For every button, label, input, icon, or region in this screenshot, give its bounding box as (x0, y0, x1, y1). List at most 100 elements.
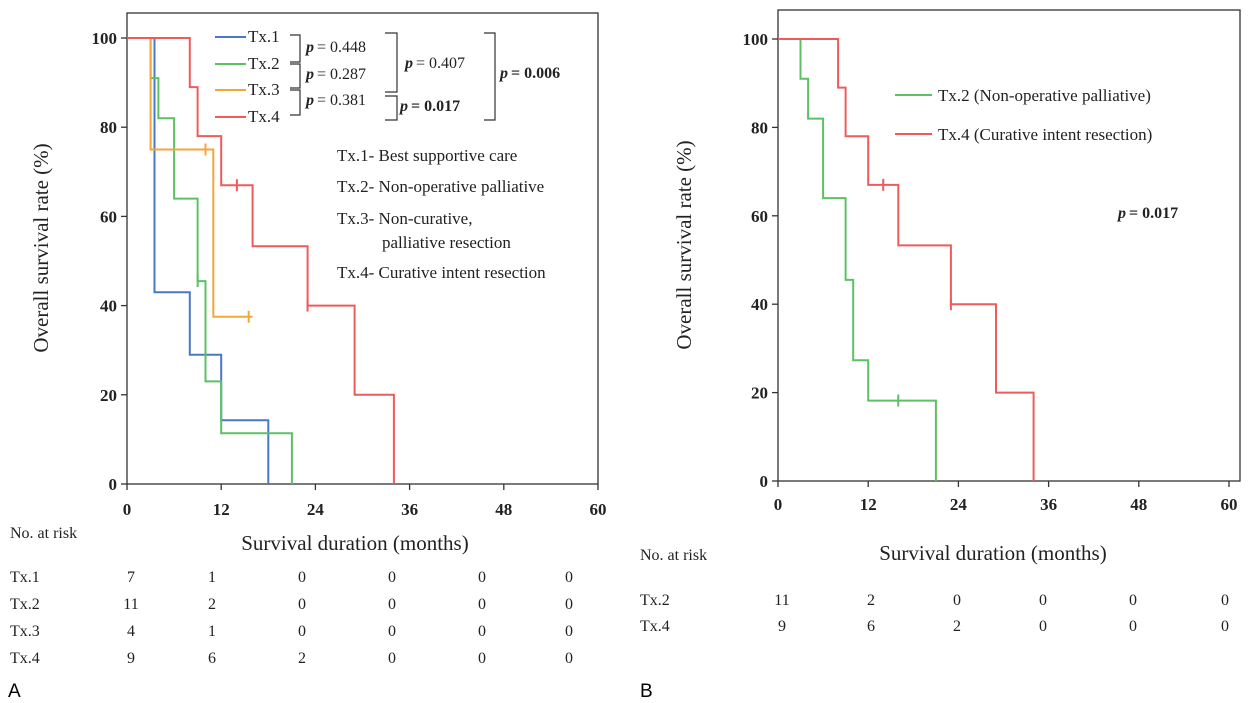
risk-value: 2 (298, 650, 306, 667)
panel-label-a: A (8, 681, 21, 702)
legend-a: Tx.1 Tx.2 Tx.3 Tx.4 (215, 27, 280, 126)
risk-value: 11 (123, 596, 138, 613)
y-tick-label: 60 (100, 207, 117, 226)
p-value-b: p = 0.017 (1116, 205, 1178, 222)
risk-row-label: Tx.4 (640, 618, 670, 635)
y-axis-b: 0 20 40 60 80 100 (743, 30, 778, 491)
risk-value: 0 (1039, 592, 1047, 609)
y-tick-label: 100 (743, 30, 769, 49)
survival-curve-2 (778, 38, 1035, 481)
risk-value: 0 (1221, 618, 1229, 635)
risk-value: 0 (388, 650, 396, 667)
survival-curve-2 (127, 37, 293, 484)
y-tick-label: 40 (100, 297, 117, 316)
bracket-tx1-tx2 (290, 34, 301, 63)
risk-value: 0 (478, 569, 486, 586)
y-tick-label: 20 (100, 386, 117, 405)
risk-value: 0 (1221, 592, 1229, 609)
risk-value: 0 (1129, 618, 1137, 635)
risk-value: 0 (388, 569, 396, 586)
legend-label-tx4-b: Tx.4 (Curative intent resection) (938, 125, 1152, 144)
bracket-tx1-tx3 (385, 32, 398, 93)
y-tick-label: 60 (751, 207, 768, 226)
legend-label-tx1: Tx.1 (248, 27, 280, 46)
x-tick-label: 24 (307, 500, 325, 519)
risk-value: 9 (127, 650, 135, 667)
x-tick-label: 12 (860, 495, 877, 514)
risk-value: 0 (565, 569, 573, 586)
p-value-tx1-tx4: p = 0.006 (498, 65, 560, 82)
y-axis-a: 0 20 40 60 80 100 (92, 29, 127, 494)
y-tick-label: 40 (751, 295, 768, 314)
risk-value: 0 (565, 623, 573, 640)
treatment-key-tx2: Tx.2- Non-operative palliative (337, 177, 544, 196)
risk-value: 1 (208, 569, 216, 586)
x-tick-label: 24 (950, 495, 968, 514)
risk-value: 0 (565, 596, 573, 613)
x-tick-label: 36 (1040, 495, 1057, 514)
y-tick-label: 0 (109, 475, 118, 494)
risk-value: 1 (208, 623, 216, 640)
y-axis-title-b: Overall survival rate (%) (672, 140, 696, 349)
legend-b: Tx.2 (Non-operative palliative) Tx.4 (Cu… (895, 86, 1152, 144)
plot-frame-b (777, 9, 1241, 482)
risk-table-b: No. at risk Tx.2 11 2 0 0 0 0 Tx.4 9 6 2 0 0 0 (640, 547, 1229, 635)
risk-value: 0 (478, 650, 486, 667)
risk-value: 0 (565, 650, 573, 667)
risk-value: 11 (774, 592, 789, 609)
x-tick-label: 60 (1221, 495, 1238, 514)
treatment-key-tx4: Tx.4- Curative intent resection (337, 263, 546, 282)
x-tick-label: 0 (774, 495, 783, 514)
risk-table-header-a: No. at risk (10, 525, 77, 542)
survival-curves-b (778, 38, 1035, 481)
legend-label-tx2: Tx.2 (248, 54, 280, 73)
risk-row-label: Tx.2 (640, 592, 670, 609)
risk-value: 0 (478, 596, 486, 613)
risk-row-label: Tx.1 (10, 569, 40, 586)
x-axis-title-b: Survival duration (months) (879, 541, 1106, 565)
risk-value: 2 (208, 596, 216, 613)
risk-row-label: Tx.4 (10, 650, 40, 667)
x-tick-label: 36 (401, 500, 418, 519)
legend-label-tx2-b: Tx.2 (Non-operative palliative) (938, 86, 1151, 105)
y-tick-label: 80 (100, 118, 117, 137)
risk-value: 0 (298, 623, 306, 640)
x-axis-a: 0 12 24 36 48 60 (123, 484, 607, 519)
p-value-tx2-tx4: p = 0.017 (398, 98, 460, 115)
x-tick-label: 0 (123, 500, 132, 519)
bracket-tx2-tx3 (290, 63, 301, 89)
p-value-tx1-tx2: p = 0.448 (304, 39, 366, 56)
x-tick-label: 12 (213, 500, 230, 519)
survival-curve-4 (127, 37, 395, 484)
bracket-tx1-tx4 (484, 32, 496, 121)
bracket-tx2-tx4 (385, 95, 398, 121)
risk-value: 0 (298, 596, 306, 613)
risk-value: 0 (388, 623, 396, 640)
y-tick-label: 20 (751, 384, 768, 403)
risk-value: 6 (208, 650, 216, 667)
x-tick-label: 60 (590, 500, 607, 519)
treatment-key-tx3-line2: palliative resection (382, 233, 511, 252)
bracket-tx3-tx4 (290, 89, 301, 116)
p-value-tx1-tx3: p = 0.407 (403, 55, 465, 72)
risk-value: 4 (127, 623, 135, 640)
x-axis-b: 0 12 24 36 48 60 (774, 481, 1238, 514)
treatment-key-tx1: Tx.1- Best supportive care (337, 146, 517, 165)
risk-row-label: Tx.3 (10, 623, 40, 640)
risk-value: 2 (867, 592, 875, 609)
risk-value: 9 (778, 618, 786, 635)
y-tick-label: 80 (751, 118, 768, 137)
risk-value: 0 (478, 623, 486, 640)
risk-value: 7 (127, 569, 135, 586)
risk-value: 2 (953, 618, 961, 635)
survival-curve-1 (127, 37, 270, 484)
treatment-key-tx3-line1: Tx.3- Non-curative, (337, 209, 472, 228)
legend-label-tx4: Tx.4 (248, 107, 280, 126)
y-axis-title-a: Overall survival rate (%) (29, 143, 53, 352)
survival-curve-1 (778, 38, 937, 481)
risk-value: 0 (298, 569, 306, 586)
risk-row-label: Tx.2 (10, 596, 40, 613)
